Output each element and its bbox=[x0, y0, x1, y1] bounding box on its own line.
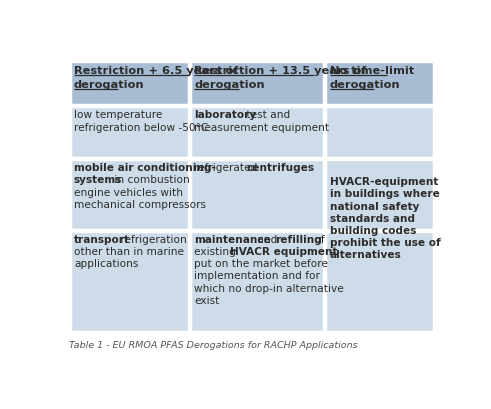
Text: in buildings where: in buildings where bbox=[329, 189, 439, 199]
Text: standards and: standards and bbox=[329, 213, 414, 223]
Bar bbox=[190, 231, 324, 332]
Bar bbox=[70, 62, 189, 106]
Text: other than in marine: other than in marine bbox=[74, 247, 184, 256]
Text: exist: exist bbox=[194, 295, 220, 305]
Bar bbox=[190, 160, 324, 230]
Text: Restriction + 6.5 years of
derogation: Restriction + 6.5 years of derogation bbox=[74, 65, 238, 90]
Text: transport: transport bbox=[74, 234, 130, 244]
Text: of: of bbox=[311, 234, 325, 244]
Bar bbox=[325, 107, 434, 159]
Text: HVACR equipment: HVACR equipment bbox=[230, 247, 337, 256]
Bar bbox=[70, 231, 189, 332]
Text: applications: applications bbox=[74, 258, 138, 269]
Text: in combustion: in combustion bbox=[111, 175, 190, 185]
Text: engine vehicles with: engine vehicles with bbox=[74, 187, 183, 197]
Text: centrifuges: centrifuges bbox=[246, 163, 314, 173]
Text: implementation and for: implementation and for bbox=[194, 271, 320, 281]
Bar bbox=[70, 160, 189, 230]
Bar bbox=[70, 107, 189, 159]
Text: alternatives: alternatives bbox=[329, 250, 402, 260]
Text: refrigerated: refrigerated bbox=[194, 163, 261, 173]
Text: maintenance: maintenance bbox=[194, 234, 272, 244]
Text: national safety: national safety bbox=[329, 201, 419, 211]
Bar bbox=[325, 231, 434, 332]
Text: systems: systems bbox=[74, 175, 122, 185]
Text: refilling: refilling bbox=[275, 234, 322, 244]
Text: mechanical compressors: mechanical compressors bbox=[74, 199, 206, 209]
Bar bbox=[190, 62, 324, 106]
Text: refrigeration: refrigeration bbox=[117, 234, 187, 244]
Text: low temperature: low temperature bbox=[74, 110, 163, 120]
Text: refrigeration below -50°C: refrigeration below -50°C bbox=[74, 122, 208, 132]
Text: measurement equipment: measurement equipment bbox=[194, 122, 329, 132]
Text: No time-limit
derogation: No time-limit derogation bbox=[329, 65, 414, 90]
Bar bbox=[190, 107, 324, 159]
Text: and: and bbox=[254, 234, 281, 244]
Text: which no drop-in alternative: which no drop-in alternative bbox=[194, 283, 344, 293]
Text: Table 1 - EU RMOA PFAS Derogations for RACHP Applications: Table 1 - EU RMOA PFAS Derogations for R… bbox=[69, 340, 357, 349]
Text: existing: existing bbox=[194, 247, 240, 256]
Text: Restriction + 13.5 years of
derogation: Restriction + 13.5 years of derogation bbox=[194, 65, 367, 90]
Text: prohibit the use of: prohibit the use of bbox=[329, 238, 440, 248]
Bar bbox=[325, 62, 434, 106]
Text: laboratory: laboratory bbox=[194, 110, 257, 120]
Bar bbox=[325, 160, 434, 230]
Text: test and: test and bbox=[243, 110, 290, 120]
Text: HVACR-equipment: HVACR-equipment bbox=[329, 177, 438, 187]
Text: building codes: building codes bbox=[329, 225, 416, 236]
Text: mobile air conditioning-: mobile air conditioning- bbox=[74, 163, 216, 173]
Text: put on the market before: put on the market before bbox=[194, 258, 328, 269]
